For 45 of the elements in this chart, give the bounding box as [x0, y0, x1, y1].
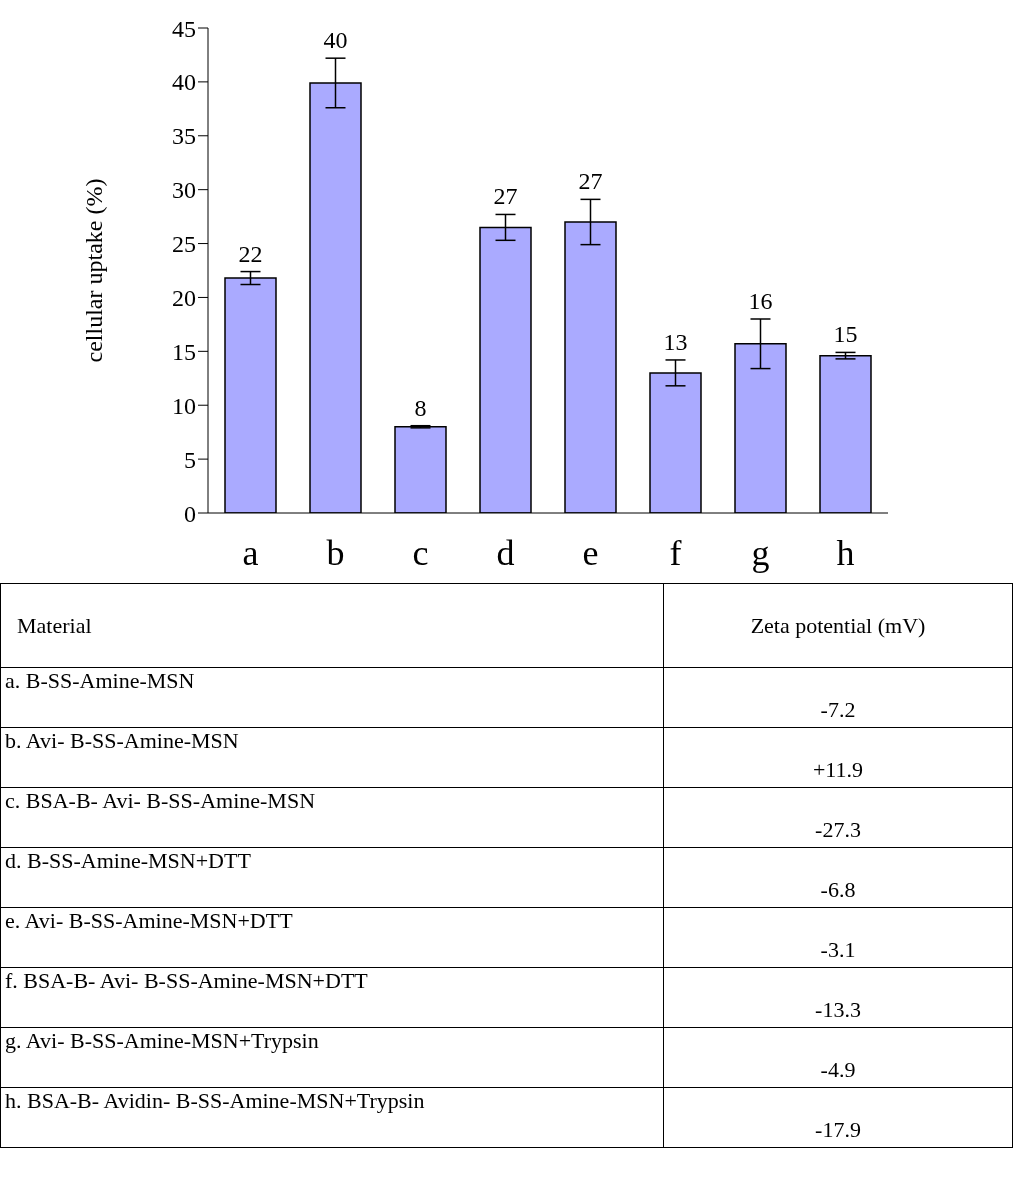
text: -6.8 — [663, 847, 1013, 908]
text: h. BSA-B- Avidin- B-SS-Amine-MSN+Trypsin — [0, 1087, 664, 1148]
x-tick-label: d — [496, 532, 515, 573]
data-label: 8 — [414, 394, 427, 421]
y-tick-label: 20 — [172, 284, 196, 311]
data-label: 13 — [663, 328, 688, 355]
text: -13.3 — [663, 967, 1013, 1028]
y-tick-label: 30 — [172, 177, 196, 204]
data-label: 40 — [323, 27, 348, 54]
text: g. Avi- B-SS-Amine-MSN+Trypsin — [0, 1027, 664, 1088]
text: a. B-SS-Amine-MSN — [0, 667, 664, 728]
y-tick-label: 25 — [172, 231, 196, 258]
x-tick-label: e — [582, 532, 599, 573]
text: f. BSA-B- Avi- B-SS-Amine-MSN+DTT — [0, 967, 664, 1028]
text: Zeta potential (mV) — [663, 583, 1013, 668]
text: -27.3 — [663, 787, 1013, 848]
x-tick-label: g — [751, 532, 770, 573]
data-label: 27 — [578, 168, 603, 195]
text: -4.9 — [663, 1027, 1013, 1088]
text: +11.9 — [663, 727, 1013, 788]
data-label: 27 — [493, 183, 518, 210]
text: -3.1 — [663, 907, 1013, 968]
text: -7.2 — [663, 667, 1013, 728]
x-tick-label: h — [836, 532, 855, 573]
y-tick-label: 0 — [184, 500, 196, 527]
x-tick-label: b — [326, 532, 345, 573]
y-tick-label: 35 — [172, 123, 196, 150]
data-label: 16 — [748, 288, 773, 314]
y-tick-label: 15 — [172, 338, 196, 365]
text: d. B-SS-Amine-MSN+DTT — [0, 847, 664, 908]
x-tick-label: c — [412, 532, 429, 573]
y-axis-title: cellular uptake (%) — [80, 178, 107, 363]
x-tick-label: f — [669, 532, 682, 573]
data-label: 22 — [238, 240, 263, 267]
text: b. Avi- B-SS-Amine-MSN — [0, 727, 664, 788]
text: Material — [0, 583, 664, 668]
x-tick-label: a — [242, 532, 259, 573]
y-tick-label: 10 — [172, 392, 196, 419]
text: -17.9 — [663, 1087, 1013, 1148]
data-label: 15 — [833, 321, 858, 348]
y-tick-label: 5 — [184, 446, 196, 473]
y-tick-label: 40 — [172, 69, 196, 96]
text: e. Avi- B-SS-Amine-MSN+DTT — [0, 907, 664, 968]
text: c. BSA-B- Avi- B-SS-Amine-MSN — [0, 787, 664, 848]
y-tick-label: 45 — [172, 15, 196, 42]
